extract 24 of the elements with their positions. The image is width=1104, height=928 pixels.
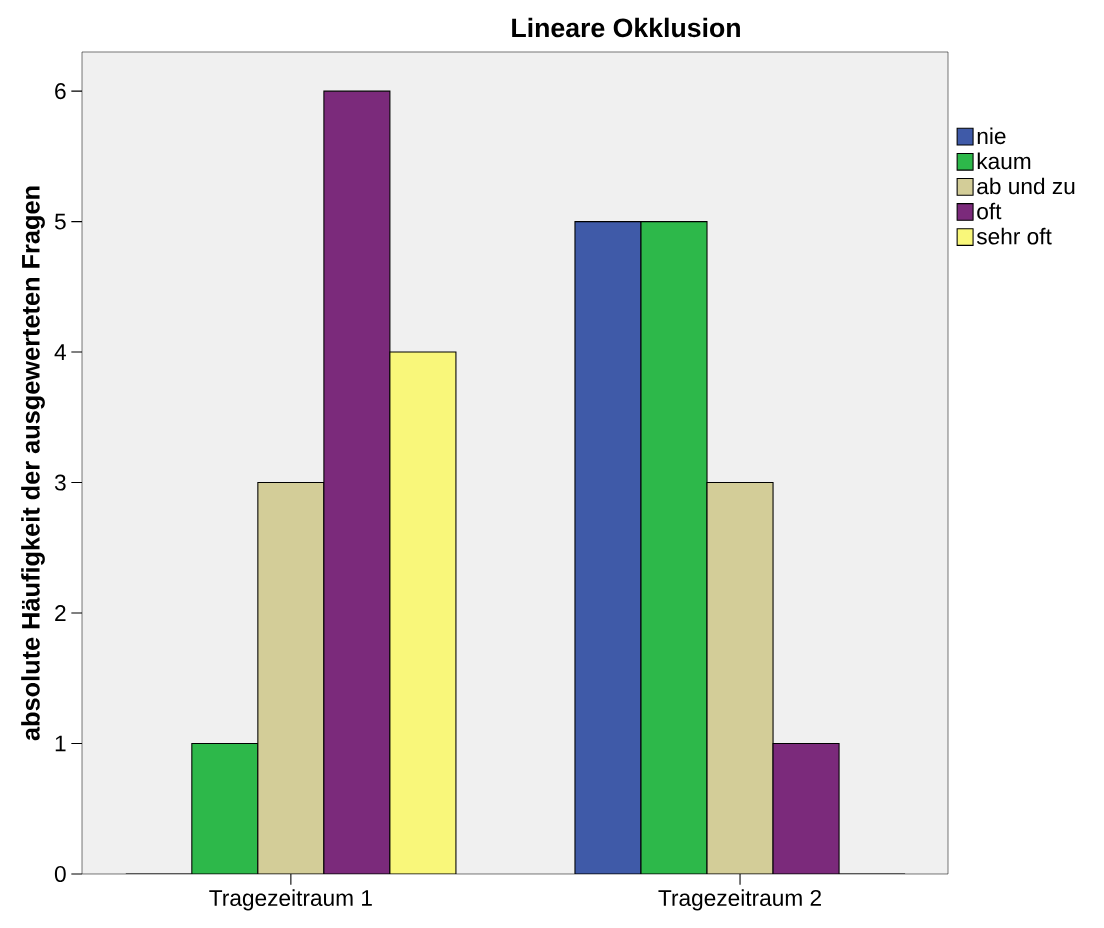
bar bbox=[772, 742, 840, 874]
y-tick-label: 6 bbox=[55, 83, 66, 100]
chart-title: Lineare Okklusion bbox=[512, 17, 740, 38]
y-tick-label: 5 bbox=[54, 213, 66, 230]
bar bbox=[389, 351, 457, 874]
bar bbox=[574, 221, 642, 874]
x-tick-label: Tragezeitraum 2 bbox=[658, 889, 821, 911]
y-tick-label: 1 bbox=[55, 735, 66, 752]
bar bbox=[191, 742, 259, 874]
bar bbox=[257, 482, 325, 874]
y-axis-title: absolute Häufigkeit der ausgewerteten Fragen bbox=[21, 186, 45, 741]
legend-label: nie bbox=[977, 127, 1006, 145]
y-tick-label: 2 bbox=[55, 605, 66, 621]
bar bbox=[706, 482, 774, 874]
y-tick-label: 4 bbox=[54, 344, 66, 360]
legend-label: sehr oft bbox=[976, 227, 1052, 245]
legend-label: ab und zu bbox=[977, 177, 1075, 195]
y-tick-label: 3 bbox=[54, 474, 66, 491]
y-tick-label: 0 bbox=[54, 865, 66, 883]
x-tick-label: Tragezeitraum 1 bbox=[209, 889, 372, 911]
bar bbox=[323, 90, 391, 874]
legend-label: kaum bbox=[977, 152, 1031, 170]
legend-label: oft bbox=[977, 202, 1002, 220]
bar bbox=[640, 221, 708, 874]
